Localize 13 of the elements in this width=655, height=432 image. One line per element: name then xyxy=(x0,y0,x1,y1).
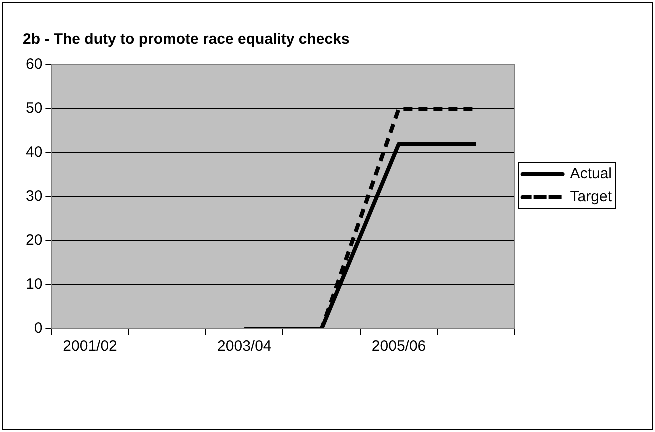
y-tick-label: 10 xyxy=(26,276,43,294)
legend-label: Target xyxy=(570,188,613,206)
chart-title: 2b - The duty to promote race equality checks xyxy=(23,31,350,48)
y-tick-label: 30 xyxy=(26,188,43,206)
x-tick-label: 2005/06 xyxy=(372,338,426,356)
y-tick-label: 20 xyxy=(26,232,43,250)
y-tick-label: 0 xyxy=(34,320,43,338)
x-tick-label: 2003/04 xyxy=(218,338,272,356)
legend-label: Actual xyxy=(570,166,612,183)
y-tick-label: 50 xyxy=(26,100,43,118)
x-tick-label: 2001/02 xyxy=(63,338,118,356)
y-tick-label: 60 xyxy=(26,56,43,74)
y-tick-label: 40 xyxy=(26,144,43,162)
